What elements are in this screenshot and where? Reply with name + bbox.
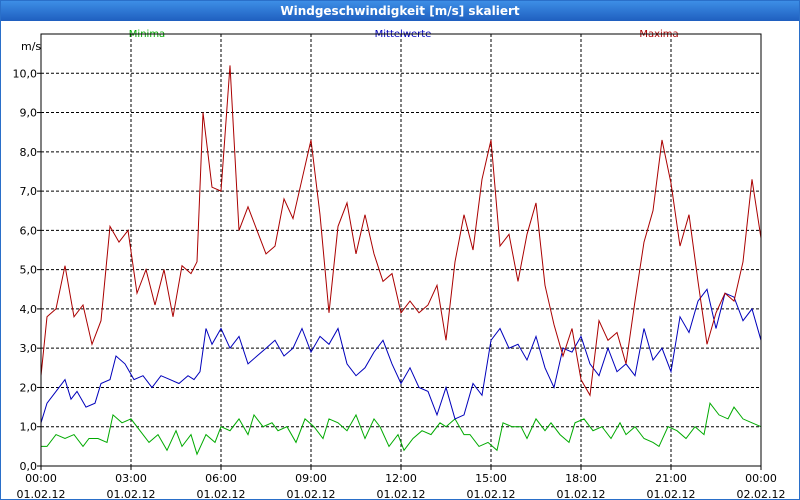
x-tick-date: 01.02.12	[467, 488, 516, 499]
x-tick-date: 01.02.12	[557, 488, 606, 499]
x-tick-time: 06:00	[205, 472, 237, 485]
y-tick-label: 0,0	[20, 460, 38, 473]
x-tick-time: 03:00	[115, 472, 147, 485]
y-tick-label: 9,0	[20, 107, 38, 120]
plot-frame	[40, 33, 762, 467]
series-group	[40, 65, 762, 456]
y-axis-ticks: 0,0 1,0 2,0 3,0 4,0 5,0 6,0 7,0 8,0 9,0 10,0	[13, 67, 41, 473]
x-tick-time: 18:00	[565, 472, 597, 485]
y-tick-label: 1,0	[20, 421, 38, 434]
x-axis-ticks: 00:00 01.02.12 03:00 01.02.12 06:00 01.02.12 0…	[17, 466, 786, 499]
x-tick-time: 21:00	[655, 472, 687, 485]
window-title: Windgeschwindigkeit [m/s] skaliert	[1, 1, 799, 21]
y-tick-label: 5,0	[20, 264, 38, 277]
grid	[41, 34, 761, 466]
y-tick-label: 2,0	[20, 381, 38, 394]
series-line	[40, 288, 762, 423]
x-tick-date: 01.02.12	[647, 488, 696, 499]
y-tick-label: 3,0	[20, 342, 38, 355]
series-line	[41, 402, 762, 456]
x-tick-time: 12:00	[385, 472, 417, 485]
x-tick-time: 00:00	[745, 472, 777, 485]
x-tick-date: 01.02.12	[107, 488, 156, 499]
y-tick-label: 8,0	[20, 146, 38, 159]
x-tick-date: 01.02.12	[17, 488, 66, 499]
x-tick-date: 01.02.12	[197, 488, 246, 499]
line-chart: 0,0 1,0 2,0 3,0 4,0 5,0 6,0 7,0 8,0 9,0 10,0 00:00…	[13, 29, 786, 499]
x-tick-time: 15:00	[475, 472, 507, 485]
series-line	[40, 65, 762, 397]
x-tick-time: 00:00	[25, 472, 57, 485]
y-tick-label: 10,0	[13, 67, 38, 80]
x-tick-date: 01.02.12	[287, 488, 336, 499]
x-tick-date: 01.02.12	[377, 488, 426, 499]
y-tick-label: 7,0	[20, 185, 38, 198]
x-tick-time: 09:00	[295, 472, 327, 485]
y-tick-label: 6,0	[20, 224, 38, 237]
y-axis-label: m/s	[21, 40, 41, 53]
x-tick-date: 02.02.12	[737, 488, 786, 499]
y-tick-label: 4,0	[20, 303, 38, 316]
